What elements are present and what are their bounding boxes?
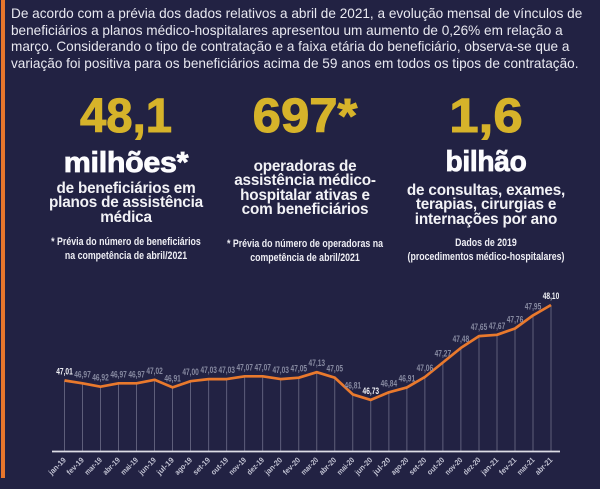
svg-text:jun-20: jun-20: [352, 456, 374, 478]
svg-text:46,91: 46,91: [399, 373, 416, 383]
svg-text:47,05: 47,05: [291, 364, 308, 374]
svg-text:out-20: out-20: [425, 456, 446, 477]
svg-text:47,01: 47,01: [56, 367, 73, 377]
svg-text:47,05: 47,05: [327, 364, 344, 374]
svg-text:dez-19: dez-19: [245, 456, 266, 477]
svg-text:abr-21: abr-21: [533, 455, 555, 477]
svg-text:47,48: 47,48: [453, 334, 470, 344]
svg-text:nov-20: nov-20: [443, 456, 464, 477]
svg-text:mai-19: mai-19: [119, 456, 140, 477]
svg-text:46,97: 46,97: [128, 369, 145, 379]
svg-text:47,07: 47,07: [254, 362, 271, 372]
svg-text:set-20: set-20: [407, 456, 428, 477]
svg-text:jul-20: jul-20: [370, 456, 392, 478]
svg-text:ago-19: ago-19: [173, 456, 194, 477]
svg-text:47,06: 47,06: [417, 363, 434, 373]
svg-text:jan-21: jan-21: [479, 455, 501, 477]
svg-text:48,10: 48,10: [543, 291, 560, 301]
svg-text:47,76: 47,76: [507, 315, 524, 325]
svg-text:47,65: 47,65: [471, 322, 488, 332]
svg-text:ago-20: ago-20: [389, 456, 410, 477]
svg-text:abr-20: abr-20: [317, 456, 338, 477]
svg-text:mai-20: mai-20: [335, 456, 356, 477]
svg-text:47,02: 47,02: [146, 366, 163, 376]
svg-text:out-19: out-19: [209, 456, 230, 477]
svg-text:47,00: 47,00: [182, 367, 199, 377]
svg-text:jun-19: jun-19: [136, 456, 158, 478]
svg-text:47,03: 47,03: [272, 365, 289, 375]
svg-text:nov-19: nov-19: [227, 456, 248, 477]
svg-text:jul-19: jul-19: [154, 456, 176, 478]
svg-text:dez-20: dez-20: [461, 456, 482, 477]
svg-text:mar-20: mar-20: [299, 456, 320, 477]
svg-text:abr-19: abr-19: [101, 456, 122, 477]
svg-text:47,27: 47,27: [435, 349, 452, 359]
svg-text:47,13: 47,13: [309, 358, 326, 368]
svg-text:46,84: 46,84: [381, 378, 398, 388]
svg-text:47,95: 47,95: [525, 301, 542, 311]
svg-text:47,03: 47,03: [200, 365, 217, 375]
svg-text:mar-21: mar-21: [515, 455, 537, 477]
svg-text:fev-21: fev-21: [497, 455, 519, 477]
svg-text:mar-19: mar-19: [83, 456, 104, 477]
svg-text:46,81: 46,81: [345, 380, 362, 390]
svg-text:46,97: 46,97: [74, 369, 91, 379]
svg-text:46,92: 46,92: [92, 373, 109, 383]
svg-text:set-19: set-19: [191, 456, 212, 477]
svg-text:fev-20: fev-20: [281, 456, 302, 477]
svg-text:jan-19: jan-19: [46, 456, 68, 478]
svg-text:46,91: 46,91: [164, 373, 181, 383]
svg-text:jan-20: jan-20: [262, 456, 284, 478]
svg-text:46,97: 46,97: [110, 369, 127, 379]
svg-text:46,73: 46,73: [363, 386, 380, 396]
svg-text:47,03: 47,03: [218, 365, 235, 375]
svg-text:fev-19: fev-19: [65, 456, 86, 477]
svg-text:47,67: 47,67: [489, 321, 506, 331]
svg-text:47,07: 47,07: [236, 362, 253, 372]
